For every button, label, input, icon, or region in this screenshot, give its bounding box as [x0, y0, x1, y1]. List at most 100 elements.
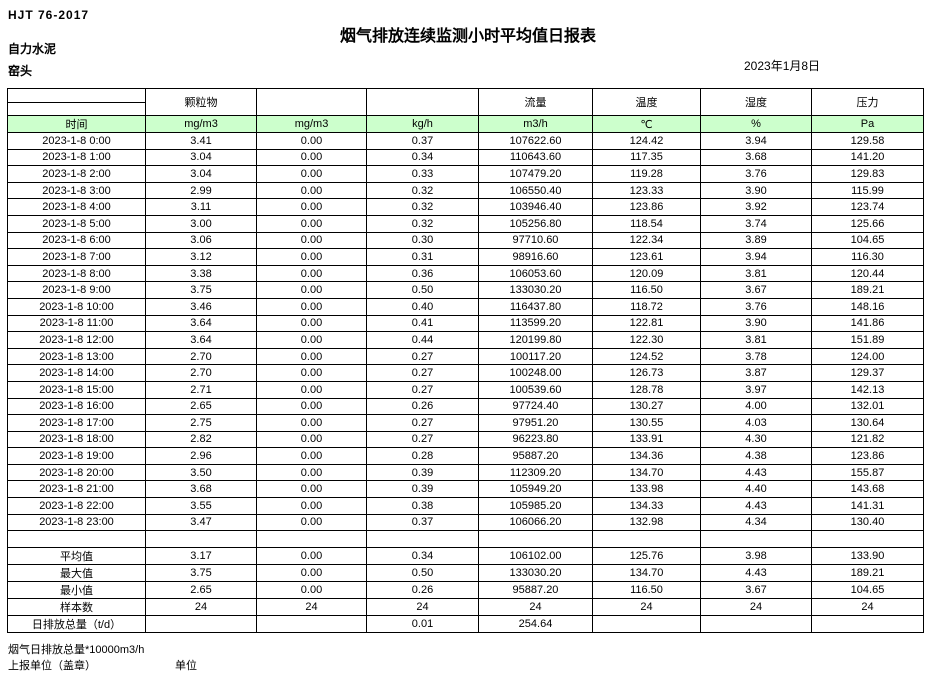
value-cell: 120.09	[592, 264, 701, 283]
table-row: 2023-1-8 12:00 3.64 0.00 0.44 120199.80 122.3…	[7, 331, 924, 349]
value-cell: 0.26	[366, 580, 479, 599]
time-cell: 2023-1-8 22:00	[7, 497, 146, 515]
value-cell: 0.01	[366, 614, 479, 633]
value-cell: 100248.00	[478, 364, 593, 382]
value-cell: 3.38	[145, 264, 257, 283]
unit-pa: Pa	[811, 115, 924, 133]
time-cell: 2023-1-8 18:00	[7, 430, 146, 449]
value-cell: 134.70	[592, 563, 701, 582]
value-cell: 24	[700, 597, 812, 616]
time-cell: 2023-1-8 12:00	[7, 331, 146, 349]
value-cell: 3.81	[700, 331, 812, 349]
value-cell: 3.67	[700, 281, 812, 299]
value-cell: 132.98	[592, 513, 701, 532]
value-cell: 123.86	[811, 447, 924, 465]
value-cell: 123.86	[592, 198, 701, 216]
value-cell: 3.89	[700, 231, 812, 250]
value-cell	[478, 530, 593, 548]
value-cell: 3.11	[145, 198, 257, 216]
col-header-temperature: 温度	[592, 88, 701, 116]
value-cell: 2.70	[145, 347, 257, 366]
value-cell: 0.50	[366, 563, 479, 582]
value-cell: 24	[256, 597, 367, 616]
value-cell: 100117.20	[478, 347, 593, 366]
value-cell: 0.00	[256, 364, 367, 382]
value-cell: 0.37	[366, 132, 479, 150]
value-cell: 100539.60	[478, 380, 593, 399]
value-cell: 134.33	[592, 497, 701, 515]
value-cell: 0.27	[366, 364, 479, 382]
value-cell: 122.81	[592, 314, 701, 333]
value-cell: 0.28	[366, 447, 479, 465]
value-cell: 0.00	[256, 148, 367, 167]
summary-row: 样本数 24 24 24 24 24 24 24	[7, 597, 924, 616]
value-cell: 0.36	[366, 264, 479, 283]
value-cell: 128.78	[592, 380, 701, 399]
unit-m3h: m3/h	[478, 115, 593, 133]
value-cell: 123.61	[592, 248, 701, 266]
value-cell: 134.70	[592, 463, 701, 482]
value-cell: 4.34	[700, 513, 812, 532]
value-cell: 120.44	[811, 264, 924, 283]
unit-mgm3-2: mg/m3	[256, 115, 367, 133]
value-cell: 0.34	[366, 546, 479, 565]
col-header-empty-1	[256, 88, 367, 116]
value-cell: 3.41	[145, 132, 257, 150]
value-cell: 4.43	[700, 563, 812, 582]
value-cell: 95887.20	[478, 580, 593, 599]
value-cell	[256, 614, 367, 633]
value-cell: 3.17	[145, 546, 257, 565]
table-row: 2023-1-8 15:00 2.71 0.00 0.27 100539.60 128.7…	[7, 380, 924, 399]
value-cell: 3.78	[700, 347, 812, 366]
value-cell: 4.03	[700, 414, 812, 432]
time-cell: 2023-1-8 13:00	[7, 347, 146, 366]
value-cell: 189.21	[811, 281, 924, 299]
table-row: 2023-1-8 16:00 2.65 0.00 0.26 97724.40 130.27…	[7, 397, 924, 416]
value-cell: 3.81	[700, 264, 812, 283]
value-cell: 0.30	[366, 231, 479, 250]
value-cell: 0.27	[366, 430, 479, 449]
col-header-flow: 流量	[478, 88, 593, 116]
value-cell: 0.00	[256, 181, 367, 200]
col-header-empty-2	[366, 88, 479, 116]
value-cell: 0.00	[256, 347, 367, 366]
value-cell: 0.00	[256, 281, 367, 299]
value-cell: 0.00	[256, 264, 367, 283]
unit-label: 单位	[175, 660, 197, 672]
value-cell: 103946.40	[478, 198, 593, 216]
value-cell: 4.43	[700, 463, 812, 482]
value-cell: 123.33	[592, 181, 701, 200]
value-cell: 0.41	[366, 314, 479, 333]
value-cell: 0.31	[366, 248, 479, 266]
value-cell	[592, 614, 701, 633]
value-cell: 4.00	[700, 397, 812, 416]
time-cell: 2023-1-8 0:00	[7, 132, 146, 150]
time-cell: 2023-1-8 8:00	[7, 264, 146, 283]
value-cell: 120199.80	[478, 331, 593, 349]
table-row: 2023-1-8 8:00 3.38 0.00 0.36 106053.60 120.09…	[7, 264, 924, 283]
value-cell: 4.43	[700, 497, 812, 515]
value-cell: 118.54	[592, 214, 701, 233]
value-cell: 116.50	[592, 580, 701, 599]
time-cell: 2023-1-8 21:00	[7, 480, 146, 499]
value-cell: 0.38	[366, 497, 479, 515]
time-cell: 2023-1-8 3:00	[7, 181, 146, 200]
unit-time: 时间	[7, 115, 146, 133]
value-cell: 105985.20	[478, 497, 593, 515]
value-cell	[592, 530, 701, 548]
value-cell	[811, 614, 924, 633]
value-cell: 124.00	[811, 347, 924, 366]
value-cell: 4.38	[700, 447, 812, 465]
value-cell: 0.27	[366, 347, 479, 366]
value-cell: 121.82	[811, 430, 924, 449]
value-cell: 0.40	[366, 297, 479, 316]
value-cell: 130.64	[811, 414, 924, 432]
value-cell: 104.65	[811, 231, 924, 250]
value-cell: 3.47	[145, 513, 257, 532]
header-empty-bottom-cell	[7, 102, 146, 116]
header-empty-top-cell	[7, 88, 146, 103]
col-header-pressure: 压力	[811, 88, 924, 116]
value-cell: 0.00	[256, 563, 367, 582]
value-cell: 3.74	[700, 214, 812, 233]
time-cell: 2023-1-8 10:00	[7, 297, 146, 316]
